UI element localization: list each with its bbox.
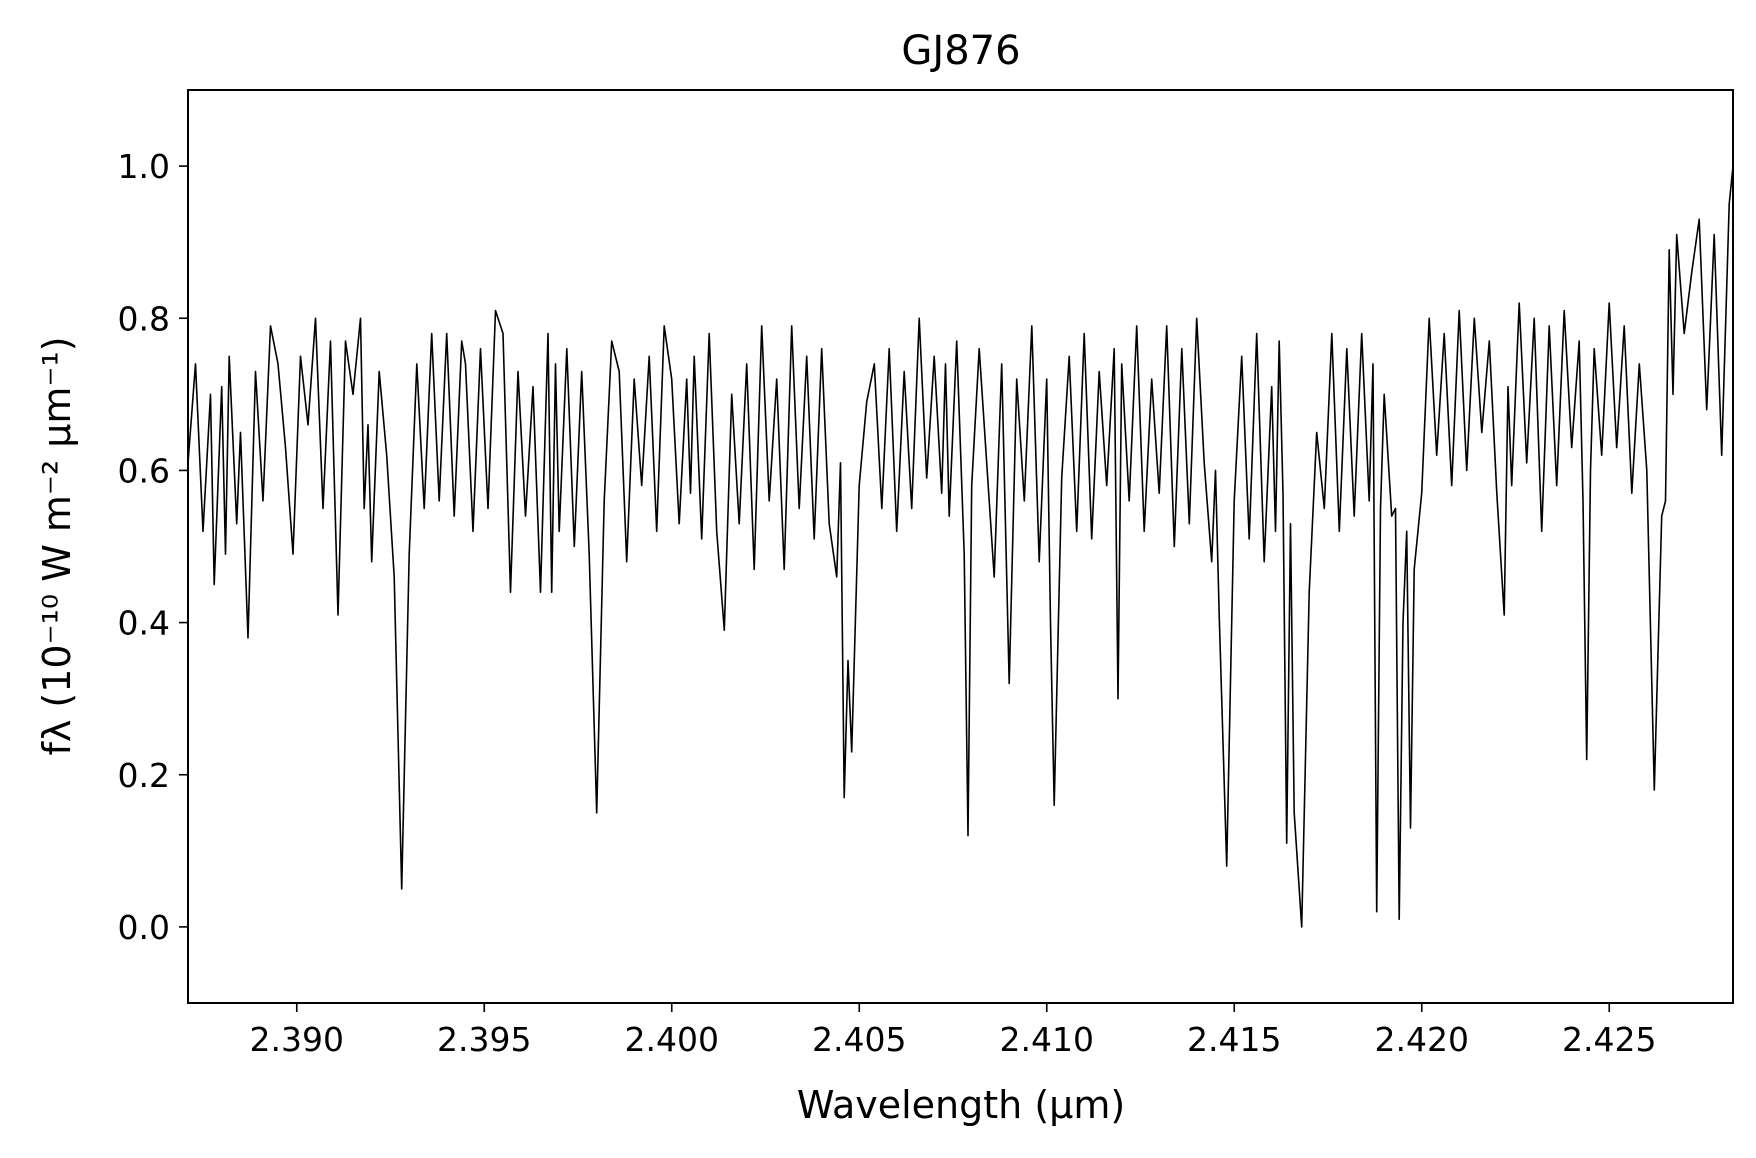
x-tick-label: 2.410 [1000,1020,1094,1059]
x-tick-label: 2.420 [1375,1020,1469,1059]
y-tick-label: 1.0 [118,147,170,186]
y-axis-ticks: 0.0 0.2 0.4 0.6 0.8 1.0 [118,147,188,947]
y-tick-label: 0.6 [118,451,170,490]
x-tick-label: 2.425 [1562,1020,1656,1059]
x-axis-ticks: 2.390 2.395 2.400 2.405 2.410 2.415 2.420 2.425 [250,1003,1656,1059]
x-tick-label: 2.395 [437,1020,531,1059]
plot-area [187,166,1734,928]
plot-frame [187,89,1734,1004]
x-axis-label: Wavelength (μm) [797,1083,1125,1127]
series-line-0 [187,166,1734,928]
y-tick-label: 0.8 [118,299,170,338]
x-tick-label: 2.400 [625,1020,719,1059]
x-tick-label: 2.405 [812,1020,906,1059]
y-tick-label: 0.2 [118,756,170,795]
x-tick-label: 2.390 [250,1020,344,1059]
y-axis-label: fλ (10⁻¹⁰ W m⁻² μm⁻¹) [35,336,79,755]
chart-title: GJ876 [901,28,1020,74]
x-tick-label: 2.415 [1187,1020,1281,1059]
y-tick-label: 0.0 [118,908,170,947]
y-tick-label: 0.4 [118,604,170,643]
